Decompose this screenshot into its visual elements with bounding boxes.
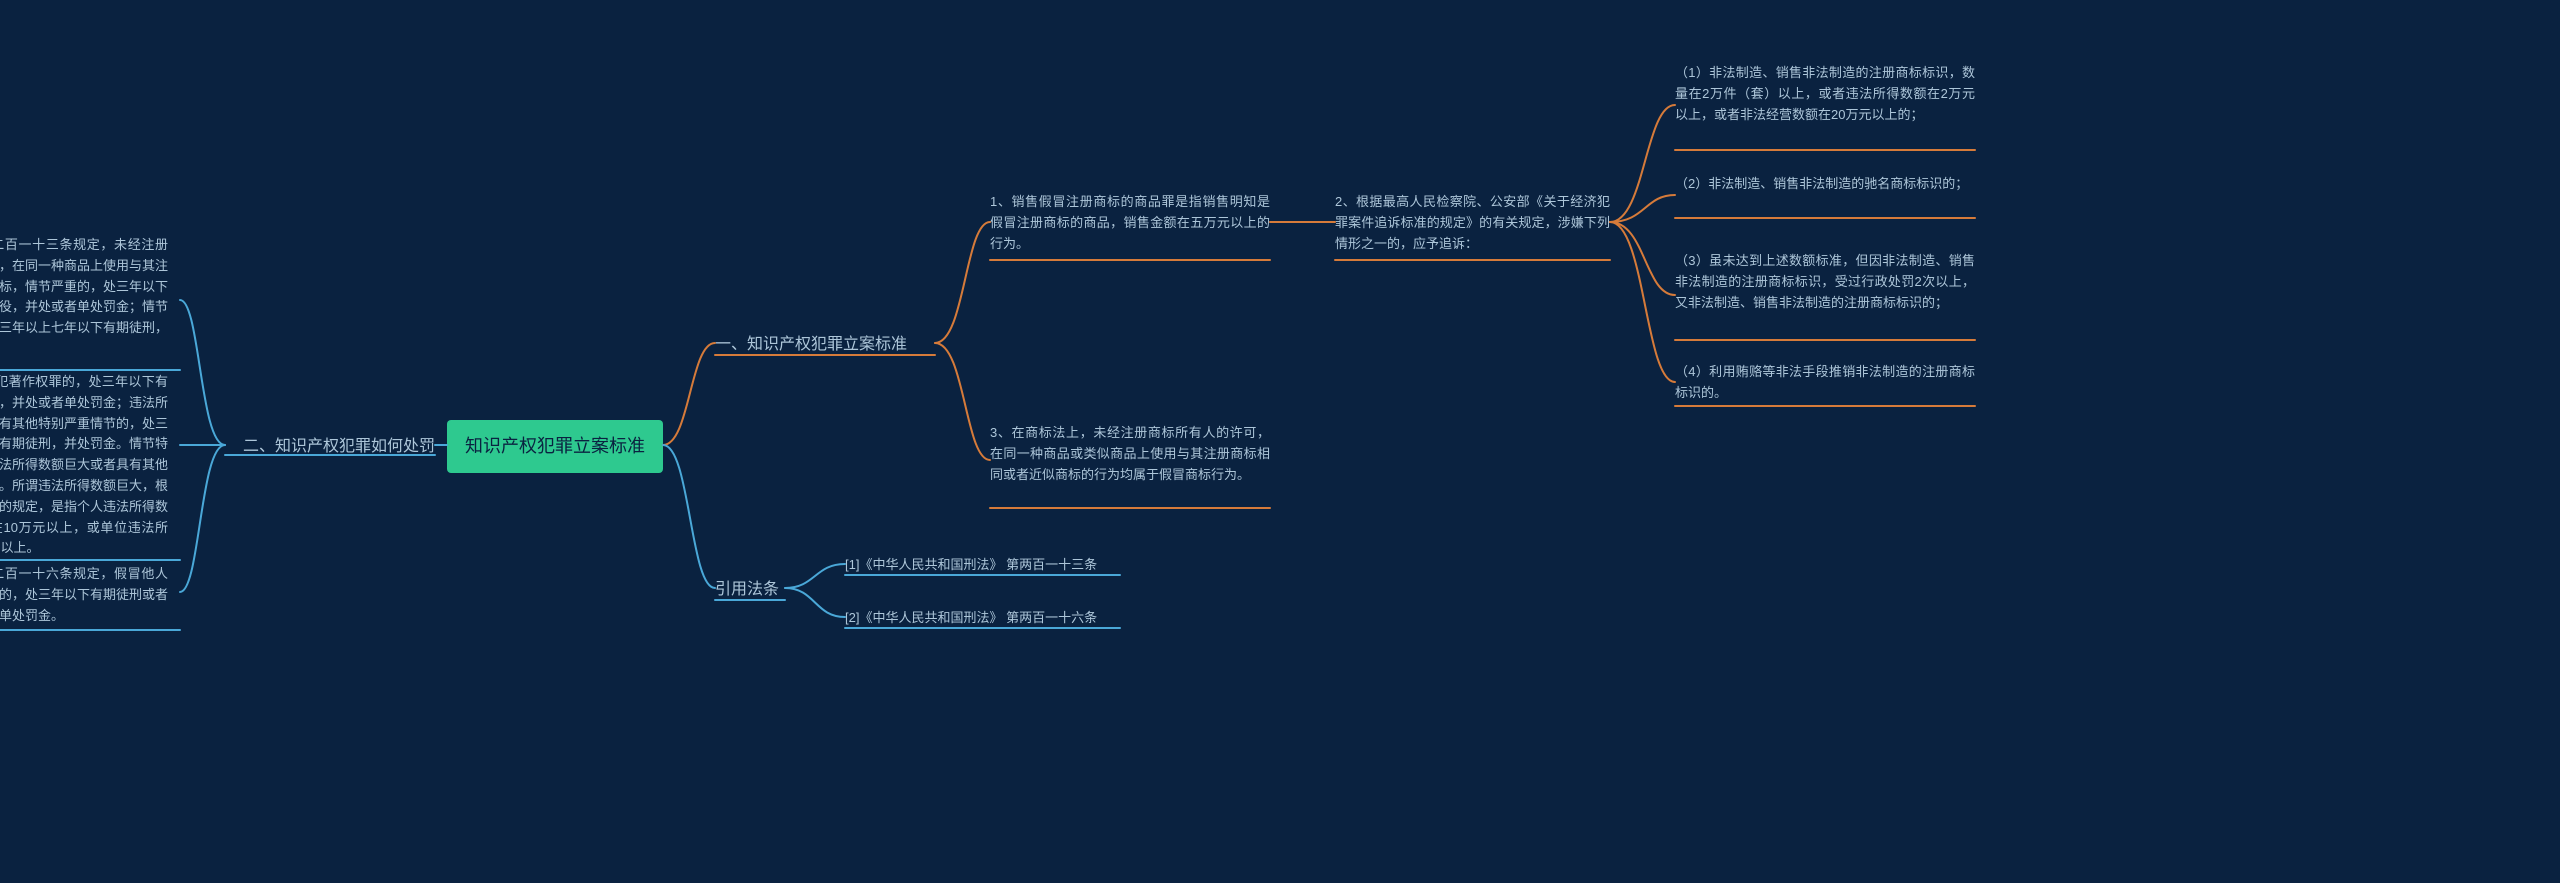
left-item-1: 1、《刑法》第二百一十三条规定，未经注册商标所有人许可，在同一种商品上使用与其注…	[0, 235, 168, 360]
right-branch1-label: 一、知识产权犯罪立案标准	[715, 333, 907, 357]
right-b1-sub-3: （3）虽未达到上述数额标准，但因非法制造、销售非法制造的注册商标标识，受过行政处…	[1675, 251, 1975, 313]
left-item-2: 2、自然人犯侵犯著作权罪的，处三年以下有期徒刑或者拘役，并处或者单处罚金；违法所…	[0, 372, 168, 559]
left-branch-label: 二、知识产权犯罪如何处罚	[225, 435, 435, 459]
right-b1-sub-4: （4）利用贿赂等非法手段推销非法制造的注册商标标识的。	[1675, 362, 1975, 404]
right-b1-item-1: 1、销售假冒注册商标的商品罪是指销售明知是假冒注册商标的商品，销售金额在五万元以…	[990, 192, 1270, 254]
right-b1-sub-1: （1）非法制造、销售非法制造的注册商标标识，数量在2万件（套）以上，或者违法所得…	[1675, 63, 1975, 125]
left-item-3: 3、《刑法》第二百一十六条规定，假冒他人专利，情节严重的，处三年以下有期徒刑或者…	[0, 564, 168, 626]
right-b1-sub-2: （2）非法制造、销售非法制造的驰名商标标识的；	[1675, 174, 1975, 195]
right-b1-item-3: 3、在商标法上，未经注册商标所有人的许可，在同一种商品或类似商品上使用与其注册商…	[990, 423, 1270, 485]
right-b2-item-1: [1]《中华人民共和国刑法》 第两百一十三条	[845, 555, 1097, 575]
root-node: 知识产权犯罪立案标准	[447, 420, 663, 473]
right-b1-sub-label: 2、根据最高人民检察院、公安部《关于经济犯罪案件追诉标准的规定》的有关规定，涉嫌…	[1335, 192, 1610, 254]
right-b2-item-2: [2]《中华人民共和国刑法》 第两百一十六条	[845, 608, 1097, 628]
right-branch2-label: 引用法条	[715, 578, 779, 602]
